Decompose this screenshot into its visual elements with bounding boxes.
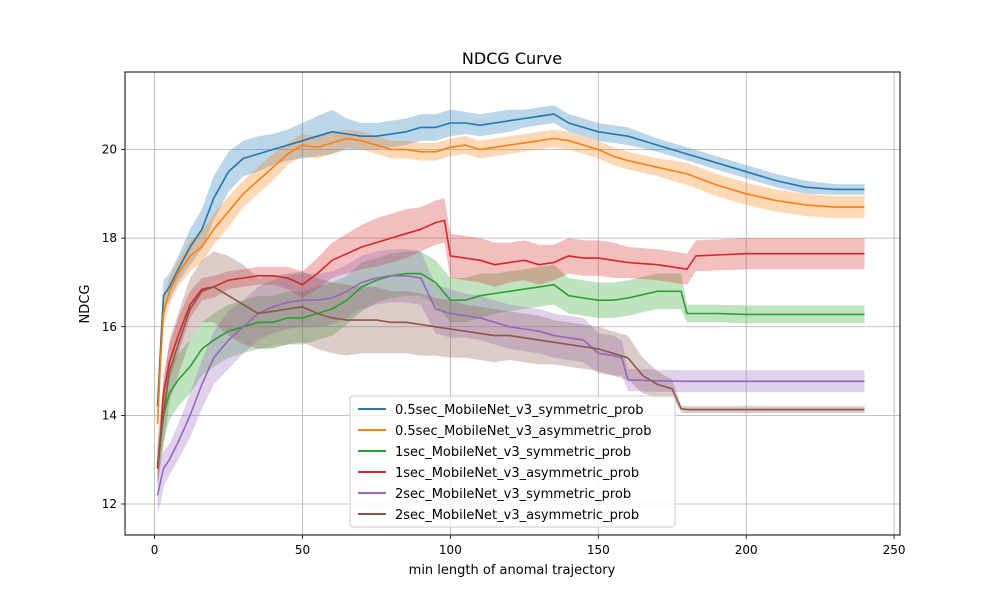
legend-entry: 1sec_MobileNet_v3_asymmetric_prob: [395, 466, 639, 481]
line-series-5: [156, 274, 865, 496]
line-series-2: [156, 137, 865, 425]
line-series-1: [156, 113, 865, 407]
chart-title: NDCG Curve: [462, 49, 562, 68]
y-axis-ticks: 12 14 16 18 20: [102, 143, 125, 511]
x-axis-ticks: 0 50 100 150 200 250: [151, 535, 906, 557]
x-tick-label: 150: [587, 543, 610, 557]
plot-frame: [124, 71, 901, 536]
y-tick-label: 16: [102, 320, 117, 334]
y-tick-label: 14: [102, 408, 117, 422]
line-series-4: [156, 219, 865, 469]
x-tick-label: 250: [883, 543, 906, 557]
legend-entry: 0.5sec_MobileNet_v3_asymmetric_prob: [395, 424, 652, 439]
y-tick-label: 12: [102, 497, 117, 511]
x-axis-label: min length of anomal trajectory: [409, 563, 616, 578]
band-series-5: [157, 249, 865, 513]
legend-entry: 2sec_MobileNet_v3_symmetric_prob: [395, 487, 631, 502]
line-series-6: [156, 286, 865, 465]
legend-entry: 0.5sec_MobileNet_v3_symmetric_prob: [395, 403, 644, 418]
line-series-3: [156, 272, 865, 469]
band-series-6: [157, 251, 865, 487]
x-tick-label: 50: [295, 543, 310, 557]
legend-entry: 1sec_MobileNet_v3_symmetric_prob: [395, 445, 631, 460]
legend-box: [349, 395, 676, 528]
y-tick-label: 20: [102, 143, 117, 157]
legend: 0.5sec_MobileNet_v3_symmetric_prob 0.5sec…: [349, 395, 676, 528]
series-lines: [156, 113, 865, 496]
band-series-3: [157, 251, 865, 482]
x-tick-label: 100: [439, 543, 462, 557]
band-series-4: [157, 198, 865, 487]
y-axis-label: NDCG: [78, 285, 93, 324]
legend-entry: 2sec_MobileNet_v3_asymmetric_prob: [395, 508, 639, 523]
confidence-bands: [157, 105, 865, 513]
x-tick-label: 200: [735, 543, 758, 557]
grid-lines: [125, 72, 900, 535]
y-tick-label: 18: [102, 231, 117, 245]
x-tick-label: 0: [151, 543, 159, 557]
